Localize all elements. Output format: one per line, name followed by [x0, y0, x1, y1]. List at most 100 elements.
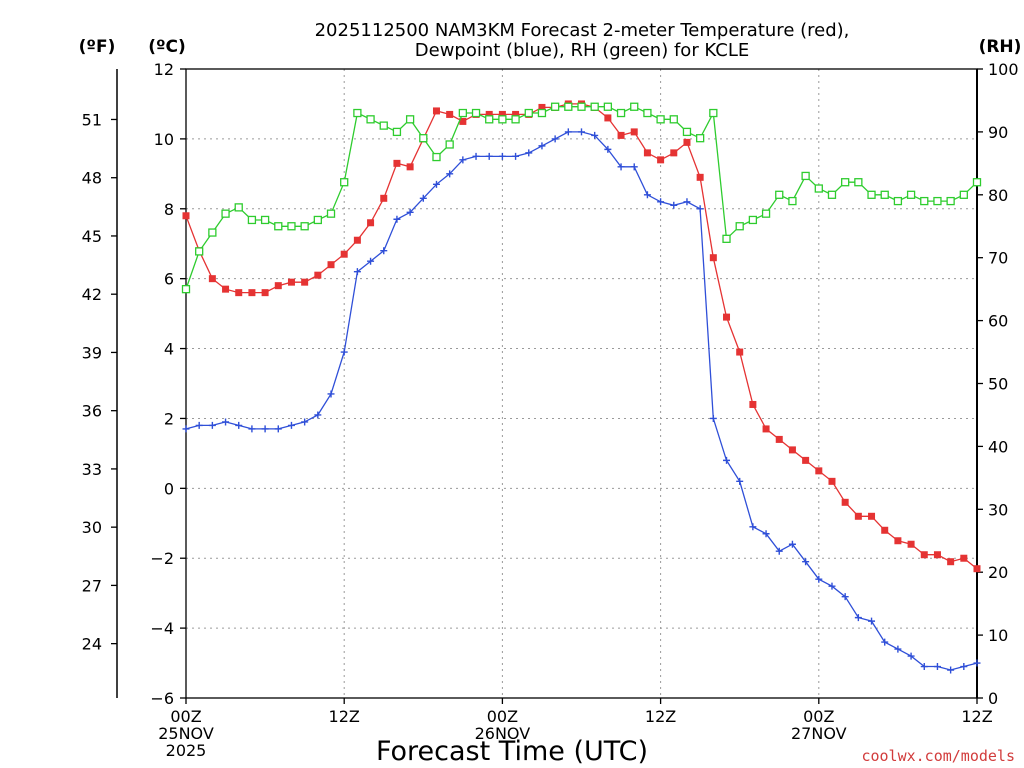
credit-link[interactable]: coolwx.com/models — [861, 747, 1015, 765]
series-open-square — [181, 102, 982, 294]
temperature-point — [802, 456, 810, 464]
dewpoint-point — [920, 663, 928, 671]
fahrenheit-tick-label: 33 — [82, 460, 102, 479]
fahrenheit-unit-label: (ºF) — [79, 37, 116, 57]
temperature-point — [788, 446, 796, 454]
x-tick-label: 25NOV — [158, 724, 214, 743]
rh-point — [643, 108, 652, 118]
dewpoint-point — [538, 142, 546, 150]
rh-point — [471, 108, 481, 118]
rh-point — [577, 102, 586, 111]
dewpoint-point — [604, 145, 612, 153]
celsius-tick-label: −6 — [150, 689, 174, 708]
rh-point — [775, 190, 784, 199]
rh-point — [353, 108, 362, 118]
dewpoint-point — [525, 149, 533, 157]
dewpoint-point — [736, 477, 744, 485]
dewpoint-point — [235, 421, 243, 429]
fahrenheit-tick-label: 48 — [82, 169, 102, 188]
rh-point — [603, 102, 613, 111]
temperature-point — [670, 149, 678, 157]
dewpoint-point — [933, 663, 941, 671]
rh-point — [748, 215, 758, 225]
celsius-tick-label: −4 — [150, 619, 174, 638]
dewpoint-point — [617, 163, 625, 171]
dewpoint-point — [564, 128, 572, 136]
temperature-point — [314, 271, 322, 279]
dewpoint-point — [591, 131, 599, 139]
dewpoint-point — [353, 268, 361, 276]
dewpoint-point — [643, 191, 651, 199]
series-plus — [182, 128, 981, 674]
dewpoint-point — [802, 558, 810, 566]
temperature-point — [854, 512, 862, 520]
temperature-point — [643, 149, 651, 157]
dewpoint-point — [762, 530, 770, 538]
temperature-point — [815, 467, 823, 475]
dewpoint-point — [419, 194, 427, 202]
celsius-tick-label: −2 — [150, 549, 174, 568]
temperature-point — [617, 131, 625, 139]
dewpoint-point — [195, 421, 203, 429]
temperature-point — [367, 219, 375, 227]
rh-tick-label: 30 — [988, 500, 1008, 519]
temperature-point — [446, 110, 454, 118]
temperature-point — [828, 477, 836, 485]
rh-point — [524, 108, 533, 118]
rh-point — [537, 108, 547, 118]
dewpoint-point — [657, 198, 665, 206]
rh-point — [181, 284, 191, 294]
rh-point — [274, 222, 283, 231]
rh-point — [972, 178, 982, 187]
fahrenheit-tick-label: 45 — [82, 227, 102, 246]
rh-point — [920, 196, 929, 206]
dewpoint-point — [775, 547, 783, 555]
dewpoint-point — [868, 617, 876, 625]
dewpoint-point — [683, 198, 691, 206]
rh-point — [550, 102, 560, 111]
celsius-unit-label: (ºC) — [148, 37, 186, 57]
grid-lines — [186, 69, 977, 698]
rh-point — [234, 203, 243, 212]
x-tick-label: 12Z — [329, 707, 360, 726]
dewpoint-point — [406, 208, 414, 216]
dewpoint-point — [854, 614, 862, 622]
chart-title-line-1: 2025112500 NAM3KM Forecast 2-meter Tempe… — [315, 20, 850, 41]
rh-tick-label: 100 — [988, 60, 1019, 79]
temperature-point — [222, 285, 230, 293]
rh-point — [326, 209, 336, 218]
dewpoint-point — [393, 215, 401, 223]
temperature-point — [907, 540, 915, 548]
rh-point — [880, 190, 889, 199]
data-series — [181, 100, 982, 674]
rh-point — [313, 215, 322, 225]
dewpoint-point — [459, 156, 467, 164]
temperature-point — [709, 254, 717, 262]
temperature-point — [274, 282, 282, 290]
temperature-point — [432, 107, 440, 115]
temperature-point — [248, 289, 256, 297]
dewpoint-point — [222, 418, 230, 426]
x-tick-label: 12Z — [645, 707, 676, 726]
rh-tick-label: 40 — [988, 437, 1008, 456]
dewpoint-point — [340, 348, 348, 356]
rh-point — [946, 196, 955, 206]
rh-point — [867, 190, 876, 199]
temperature-point — [973, 565, 981, 573]
rh-point — [247, 215, 257, 225]
temperature-point — [920, 551, 928, 559]
dewpoint-point — [709, 414, 717, 422]
rh-point — [590, 102, 599, 111]
fahrenheit-tick-label: 30 — [82, 518, 102, 537]
rh-point — [208, 228, 217, 237]
rh-point — [788, 196, 797, 206]
dewpoint-point — [248, 425, 256, 433]
fahrenheit-tick-label: 42 — [82, 285, 102, 304]
temperature-point — [287, 278, 295, 286]
rh-point — [445, 140, 454, 149]
dewpoint-point — [367, 257, 375, 265]
rh-point — [392, 127, 402, 137]
fahrenheit-tick-label: 24 — [82, 635, 102, 654]
x-tick-label: 26NOV — [475, 724, 531, 743]
temperature-point — [261, 289, 269, 297]
